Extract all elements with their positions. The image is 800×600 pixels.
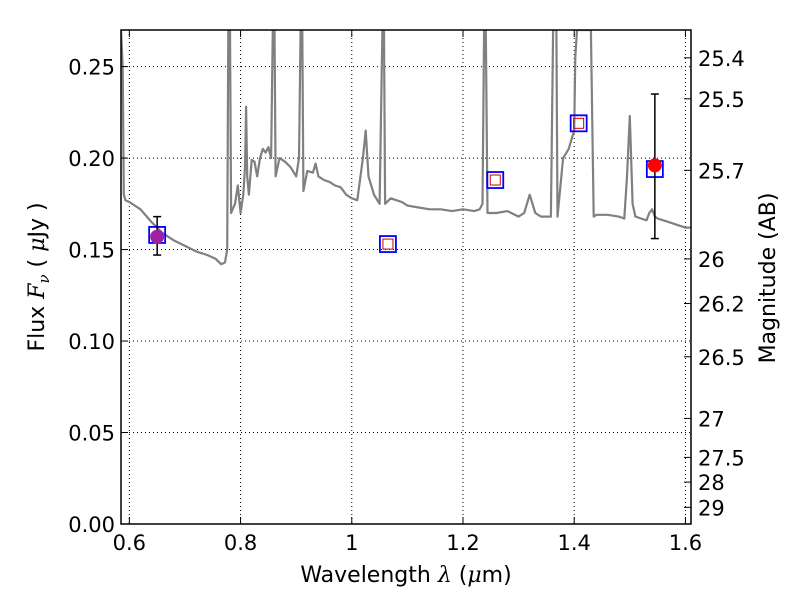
axis-ticks: 0.6 0.8 1 1.2 1.4 1.6 0.00 0.05 0.10 0.15 0.20 0.25…: [68, 30, 745, 555]
y2-tick-label: 25.5: [698, 88, 745, 112]
model-band-square: [569, 114, 588, 133]
y-tick-label: 0.00: [68, 513, 115, 537]
y2-tick-label: 26: [698, 248, 725, 272]
grid-lines: [121, 30, 691, 525]
x-tick-label: 1.2: [446, 531, 479, 555]
y2-tick-label: 29: [698, 496, 725, 520]
y-tick-label: 0.05: [68, 422, 115, 446]
y2-tick-label: 25.4: [698, 47, 745, 71]
plot-frame: [120, 29, 692, 525]
model-band-inner-square: [382, 238, 394, 250]
x-axis-label: Wavelength λ (μm): [300, 563, 511, 588]
y2-tick-label: 25.7: [698, 159, 745, 183]
x-tick-label: 0.6: [113, 531, 146, 555]
sed-model-line: [121, 30, 691, 266]
x-tick-label: 1: [345, 531, 358, 555]
y-tick-label: 0.10: [68, 330, 115, 354]
series-layer: [121, 30, 691, 266]
observed-data-point: [150, 229, 165, 244]
y2-tick-label: 27: [698, 407, 725, 431]
y2-tick-label: 26.2: [698, 293, 745, 317]
y2-tick-label: 27.5: [698, 446, 745, 470]
x-tick-label: 1.6: [669, 531, 702, 555]
plot-area: [121, 30, 691, 266]
y-axis-label: Flux Fν ( μJy ): [25, 202, 53, 351]
y2-axis-label: Magnitude (AB): [756, 193, 781, 364]
y-tick-label: 0.15: [68, 239, 115, 263]
model-band-square: [379, 235, 397, 253]
x-tick-label: 0.8: [224, 531, 257, 555]
model-band-square: [486, 171, 505, 189]
y2-tick-label: 26.5: [698, 346, 745, 370]
y-tick-label: 0.20: [68, 147, 115, 171]
y2-tick-label: 28: [698, 471, 725, 495]
x-tick-label: 1.4: [558, 531, 591, 555]
model-band-inner-square: [489, 174, 501, 186]
model-band-inner-square: [573, 117, 585, 129]
observed-data-point: [647, 158, 662, 173]
y-tick-label: 0.25: [68, 56, 115, 80]
